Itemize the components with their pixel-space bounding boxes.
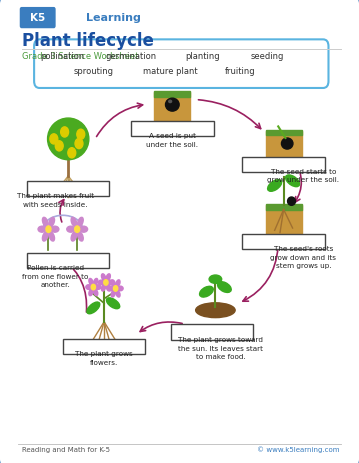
Ellipse shape: [268, 180, 281, 191]
Text: © www.k5learning.com: © www.k5learning.com: [257, 447, 339, 453]
Circle shape: [75, 138, 83, 149]
Ellipse shape: [94, 278, 98, 285]
Ellipse shape: [98, 280, 104, 285]
Ellipse shape: [165, 98, 179, 111]
Circle shape: [77, 129, 85, 139]
Bar: [27, 181, 109, 196]
Text: The plant grows
flowers.: The plant grows flowers.: [75, 351, 133, 366]
Ellipse shape: [286, 175, 299, 187]
FancyBboxPatch shape: [20, 7, 56, 28]
Ellipse shape: [42, 232, 48, 241]
Ellipse shape: [102, 284, 106, 291]
Ellipse shape: [288, 197, 295, 205]
Text: Pollen is carried
from one flower to
another.: Pollen is carried from one flower to ano…: [23, 265, 89, 288]
Ellipse shape: [196, 303, 235, 318]
Bar: [266, 205, 302, 235]
Ellipse shape: [94, 289, 98, 296]
Ellipse shape: [89, 278, 93, 285]
Ellipse shape: [47, 118, 89, 160]
Ellipse shape: [38, 226, 46, 232]
Text: mature plant: mature plant: [143, 67, 198, 76]
Ellipse shape: [108, 280, 113, 285]
Ellipse shape: [108, 286, 114, 291]
Ellipse shape: [95, 285, 101, 289]
Bar: [266, 204, 302, 209]
Ellipse shape: [106, 284, 110, 291]
Circle shape: [91, 284, 95, 290]
Ellipse shape: [117, 286, 123, 291]
Ellipse shape: [49, 232, 55, 241]
Circle shape: [75, 226, 80, 232]
Bar: [266, 131, 302, 161]
Bar: [171, 324, 253, 340]
Ellipse shape: [102, 274, 106, 281]
Circle shape: [61, 127, 69, 137]
Text: Learning: Learning: [86, 13, 141, 23]
Text: Grade 3 Science Worksheet: Grade 3 Science Worksheet: [22, 52, 138, 61]
Ellipse shape: [106, 298, 120, 309]
Text: K5: K5: [30, 13, 45, 23]
Ellipse shape: [87, 302, 100, 314]
Ellipse shape: [218, 282, 231, 293]
Bar: [154, 92, 190, 125]
Ellipse shape: [51, 226, 59, 232]
Ellipse shape: [49, 217, 55, 226]
Ellipse shape: [71, 217, 77, 226]
Circle shape: [50, 134, 58, 144]
Bar: [131, 121, 214, 136]
Ellipse shape: [67, 226, 75, 232]
Ellipse shape: [209, 275, 222, 283]
Bar: [242, 156, 325, 172]
Ellipse shape: [111, 290, 115, 297]
Text: fruiting: fruiting: [225, 67, 256, 76]
FancyBboxPatch shape: [34, 39, 328, 88]
Bar: [154, 91, 190, 97]
Circle shape: [46, 226, 51, 232]
Ellipse shape: [200, 286, 213, 297]
Text: germination: germination: [106, 52, 157, 61]
Ellipse shape: [116, 290, 120, 297]
Ellipse shape: [86, 285, 92, 289]
Bar: [266, 130, 302, 135]
Text: A seed is put
under the soil.: A seed is put under the soil.: [146, 133, 198, 148]
Circle shape: [104, 280, 108, 285]
Bar: [242, 234, 325, 249]
Text: sprouting: sprouting: [73, 67, 113, 76]
Ellipse shape: [71, 232, 77, 241]
Text: The plant grows toward
the sun. Its leaves start
to make food.: The plant grows toward the sun. Its leav…: [178, 337, 263, 360]
Ellipse shape: [78, 217, 83, 226]
Text: The plant makes fruit
with seeds inside.: The plant makes fruit with seeds inside.: [17, 193, 94, 207]
Ellipse shape: [169, 100, 172, 103]
Circle shape: [68, 148, 76, 158]
Text: Plant lifecycle: Plant lifecycle: [22, 32, 153, 50]
Ellipse shape: [281, 138, 293, 149]
Ellipse shape: [78, 232, 83, 241]
Text: The seed starts to
grow under the soil.: The seed starts to grow under the soil.: [267, 169, 339, 183]
Text: The seed's roots
grow down and its
stem grows up.: The seed's roots grow down and its stem …: [270, 246, 336, 269]
Ellipse shape: [111, 280, 115, 287]
Text: planting: planting: [186, 52, 220, 61]
Bar: [63, 339, 145, 354]
Text: seeding: seeding: [251, 52, 284, 61]
Ellipse shape: [80, 226, 88, 232]
Text: pollination: pollination: [41, 52, 85, 61]
Ellipse shape: [116, 280, 120, 287]
Bar: [27, 253, 109, 269]
Text: Reading and Math for K-5: Reading and Math for K-5: [22, 447, 109, 453]
Circle shape: [55, 141, 63, 151]
Ellipse shape: [42, 217, 48, 226]
Ellipse shape: [89, 289, 93, 296]
Circle shape: [113, 286, 118, 291]
Ellipse shape: [106, 274, 110, 281]
